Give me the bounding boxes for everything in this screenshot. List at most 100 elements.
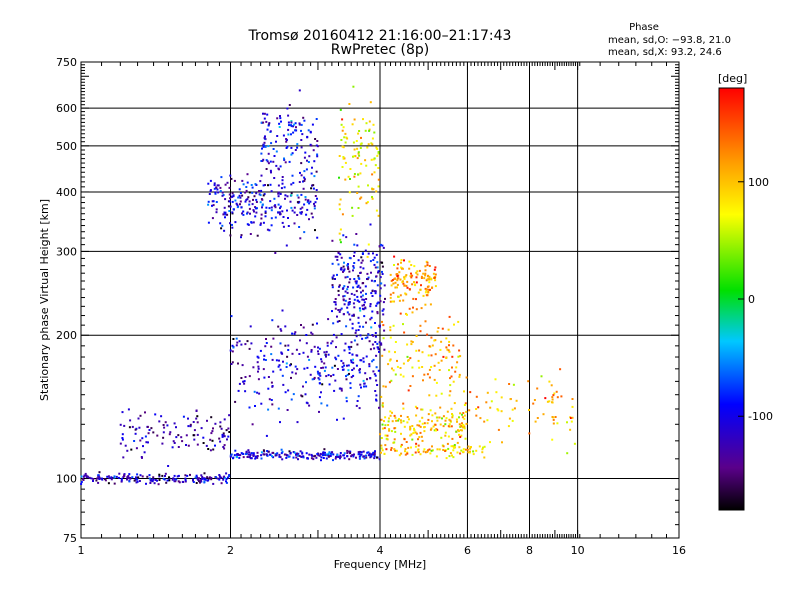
data-point: [296, 201, 299, 204]
data-point: [210, 416, 213, 419]
data-point: [320, 459, 322, 462]
data-point: [223, 206, 226, 209]
data-point: [311, 216, 314, 219]
data-point: [290, 194, 293, 197]
data-point: [377, 369, 380, 372]
data-point: [359, 334, 362, 337]
data-point: [429, 428, 432, 431]
data-point: [369, 456, 372, 459]
data-point: [192, 478, 194, 481]
data-point: [356, 286, 359, 288]
data-point: [344, 342, 347, 345]
data-point: [353, 298, 356, 301]
data-point: [241, 212, 243, 215]
data-point: [405, 284, 408, 287]
data-point: [270, 190, 273, 193]
data-point: [353, 173, 356, 175]
data-point: [425, 279, 428, 282]
data-point: [429, 409, 432, 412]
data-point: [279, 117, 282, 120]
data-point: [304, 198, 307, 201]
data-point: [413, 283, 416, 286]
data-point: [389, 300, 392, 303]
data-point: [229, 197, 232, 200]
data-point: [256, 361, 259, 364]
data-point: [441, 417, 443, 420]
data-point: [366, 451, 369, 454]
data-point: [331, 239, 334, 242]
data-point: [285, 147, 288, 149]
data-point: [338, 320, 341, 322]
data-point: [391, 367, 393, 370]
data-point: [281, 210, 284, 213]
data-point: [254, 206, 257, 209]
data-point: [220, 427, 223, 430]
data-point: [420, 307, 423, 310]
data-point: [253, 390, 256, 393]
data-point: [496, 408, 499, 411]
data-point: [229, 174, 232, 177]
data-point: [345, 375, 347, 378]
data-point: [307, 199, 309, 202]
data-point: [244, 200, 247, 203]
data-point: [448, 423, 451, 426]
data-point: [209, 189, 212, 192]
data-point: [300, 123, 303, 126]
data-point: [195, 410, 198, 412]
data-point: [221, 433, 224, 436]
data-point: [334, 356, 337, 359]
data-point: [223, 447, 226, 450]
data-point: [327, 353, 330, 356]
data-point: [396, 283, 399, 286]
data-point: [277, 195, 280, 198]
data-point: [257, 365, 260, 368]
data-point: [149, 479, 152, 482]
data-point: [311, 333, 314, 336]
data-point: [453, 402, 456, 405]
data-point: [307, 457, 309, 460]
data-point: [339, 454, 342, 457]
data-point: [553, 392, 556, 395]
data-point: [357, 151, 360, 154]
data-point: [368, 129, 371, 132]
data-point: [219, 190, 222, 193]
data-point: [262, 121, 265, 124]
data-point: [343, 285, 346, 288]
data-point: [336, 255, 339, 258]
data-point: [350, 359, 353, 362]
data-point: [187, 444, 190, 447]
data-point: [92, 480, 94, 482]
x-tick-label: 6: [464, 544, 471, 557]
data-point: [355, 290, 358, 293]
data-point: [424, 291, 427, 294]
data-point: [414, 451, 417, 454]
data-point: [303, 367, 306, 370]
data-point: [339, 108, 342, 111]
data-point: [214, 192, 217, 195]
data-point: [260, 189, 263, 192]
data-point: [383, 420, 385, 423]
data-point: [255, 192, 258, 195]
data-point: [366, 278, 369, 281]
data-point: [402, 402, 405, 405]
data-point: [306, 135, 309, 138]
data-point: [336, 454, 339, 456]
data-point: [454, 370, 457, 373]
data-point: [348, 281, 351, 284]
data-point: [128, 426, 131, 429]
data-point: [456, 441, 459, 444]
data-point: [458, 373, 461, 376]
data-point: [374, 335, 377, 338]
data-point: [120, 480, 123, 483]
data-point: [182, 415, 185, 418]
data-point: [252, 366, 255, 369]
data-point: [380, 342, 383, 345]
data-point: [403, 438, 406, 441]
data-point: [231, 200, 234, 203]
data-point: [325, 457, 328, 460]
data-point: [269, 183, 272, 186]
data-point: [287, 217, 289, 219]
data-point: [394, 281, 397, 284]
data-point: [207, 182, 210, 185]
data-point: [280, 351, 283, 354]
